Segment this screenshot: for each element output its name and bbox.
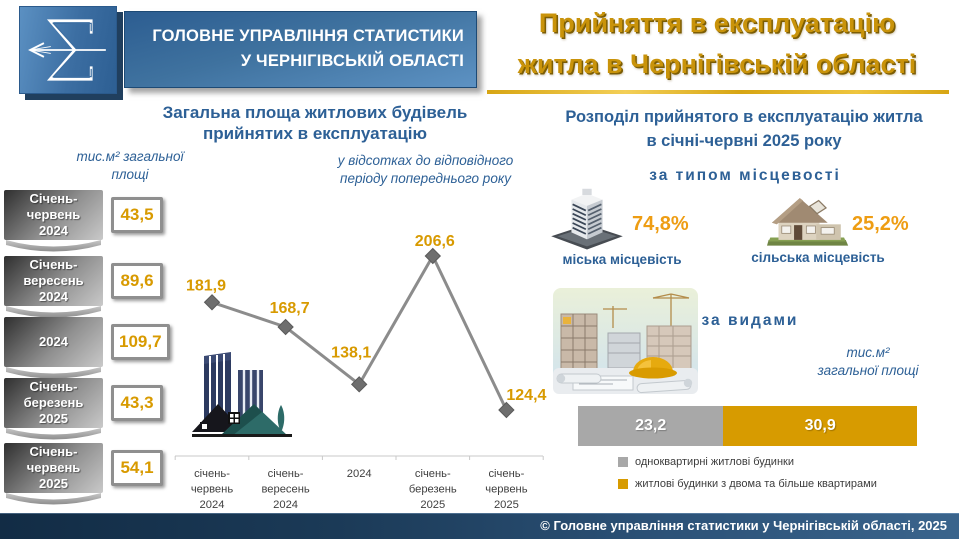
buildings-house-illustration bbox=[192, 352, 292, 437]
legend-swatch-icon bbox=[618, 479, 628, 489]
rural-label: сільська місцевість bbox=[751, 250, 885, 265]
percent-note: у відсотках до відповідного періоду попе… bbox=[328, 152, 523, 187]
unit-note-line1: тис.м² загальної bbox=[76, 149, 184, 164]
percent-note-line2: періоду попереднього року bbox=[340, 170, 511, 186]
legend-item: житлові будинки з двома та більше кварти… bbox=[618, 478, 948, 490]
left-title-line1: Загальна площа житлових будівель bbox=[162, 103, 468, 122]
svg-text:124,4: 124,4 bbox=[506, 387, 546, 404]
period-total-value: 43,5 bbox=[111, 197, 163, 233]
period-ribbon: Січень-червень 2024 bbox=[4, 190, 103, 240]
right-unit-line1: тис.м² bbox=[846, 345, 890, 360]
page-title-line1: Прийняття в експлуатацію bbox=[538, 8, 896, 38]
left-unit-note: тис.м² загальної площі bbox=[50, 148, 210, 183]
stacked-bar-legend: одноквартирні житлові будинки житлові буд… bbox=[618, 456, 948, 490]
right-unit-line2: загальної площі bbox=[817, 362, 919, 378]
urban-label: міська місцевість bbox=[562, 252, 682, 267]
period-total-row: Січень-червень 2025 54,1 bbox=[4, 443, 174, 507]
period-total-value: 89,6 bbox=[111, 263, 163, 299]
copyright-text: © Головне управління статистики у Черніг… bbox=[540, 518, 947, 533]
by-type-heading: за типом місцевості bbox=[649, 167, 841, 184]
period-total-value: 43,3 bbox=[111, 385, 163, 421]
city-building-icon bbox=[551, 188, 623, 250]
org-name-line1: ГОЛОВНЕ УПРАВЛІННЯ СТАТИСТИКИ bbox=[152, 27, 464, 45]
ribbon-tail bbox=[6, 428, 101, 440]
legend-label: одноквартирні житлові будинки bbox=[635, 456, 794, 468]
period-total-row: Січень-вересень 2024 89,6 bbox=[4, 256, 174, 320]
period-total-value: 109,7 bbox=[111, 324, 170, 360]
svg-text:138,1: 138,1 bbox=[331, 344, 371, 361]
urban-percent-value: 74,8% bbox=[632, 213, 689, 235]
period-total-row: Січень-червень 2024 43,5 bbox=[4, 190, 174, 254]
footer-bar: © Головне управління статистики у Черніг… bbox=[0, 513, 959, 539]
by-kind-heading: за видами bbox=[701, 312, 799, 329]
rural-percent-value: 25,2% bbox=[852, 213, 909, 235]
statistics-logo bbox=[19, 6, 117, 94]
period-totals-list: Січень-червень 2024 43,5 Січень-вересень 202… bbox=[4, 190, 174, 510]
svg-text:206,6: 206,6 bbox=[415, 233, 455, 250]
right-title-line1: Розподіл прийнятого в експлуатацію житла bbox=[565, 108, 923, 126]
ribbon-tail bbox=[6, 493, 101, 505]
right-title-line2: в січні-червні 2025 року bbox=[646, 131, 842, 150]
percent-note-line1: у відсотках до відповідного bbox=[337, 153, 514, 168]
housing-types-stacked-bar: 23,2 30,9 bbox=[578, 406, 917, 446]
sigma-arrow-logo-icon bbox=[28, 19, 106, 81]
line-chart: січень-червень 2024 січень-вересень 2024 202… bbox=[174, 233, 547, 511]
period-total-row: 2024 109,7 bbox=[4, 317, 174, 381]
page-title: Прийняття в експлуатацію житла в Чернігі… bbox=[480, 3, 954, 84]
ribbon-tail bbox=[6, 306, 101, 318]
village-house-icon bbox=[767, 198, 849, 246]
svg-text:181,9: 181,9 bbox=[186, 277, 226, 294]
page-title-line2: житла в Чернігівській області bbox=[517, 48, 917, 79]
left-title-line2: прийнятих в експлуатацію bbox=[202, 124, 428, 144]
left-section-title: Загальна площа житлових будівель прийнят… bbox=[115, 102, 515, 145]
unit-note-line2: площі bbox=[111, 166, 149, 182]
ribbon-tail bbox=[6, 367, 101, 379]
bar-segment: 30,9 bbox=[723, 406, 917, 446]
organization-name-box: ГОЛОВНЕ УПРАВЛІННЯ СТАТИСТИКИ У ЧЕРНІГІВ… bbox=[124, 11, 477, 88]
period-total-row: Січень-березень 2025 43,3 bbox=[4, 378, 174, 442]
construction-site-photo bbox=[553, 288, 698, 394]
legend-item: одноквартирні житлові будинки bbox=[618, 456, 948, 468]
right-section-title: Розподіл прийнятого в експлуатацію житла… bbox=[533, 106, 955, 154]
legend-label: житлові будинки з двома та більше кварти… bbox=[635, 478, 877, 490]
title-underline bbox=[487, 90, 949, 94]
period-ribbon: Січень-червень 2025 bbox=[4, 443, 103, 493]
period-ribbon: 2024 bbox=[4, 317, 103, 367]
period-ribbon: Січень-березень 2025 bbox=[4, 378, 103, 428]
period-total-value: 54,1 bbox=[111, 450, 163, 486]
bar-segment: 23,2 bbox=[578, 406, 724, 446]
right-unit-note: тис.м² загальної площі bbox=[798, 344, 938, 379]
svg-text:168,7: 168,7 bbox=[270, 300, 310, 317]
svg-text:2024: 2024 bbox=[347, 468, 372, 480]
legend-swatch-icon bbox=[618, 457, 628, 467]
ribbon-tail bbox=[6, 240, 101, 252]
org-name-line2: У ЧЕРНІГІВСЬКІЙ ОБЛАСТІ bbox=[240, 51, 464, 70]
period-ribbon: Січень-вересень 2024 bbox=[4, 256, 103, 306]
